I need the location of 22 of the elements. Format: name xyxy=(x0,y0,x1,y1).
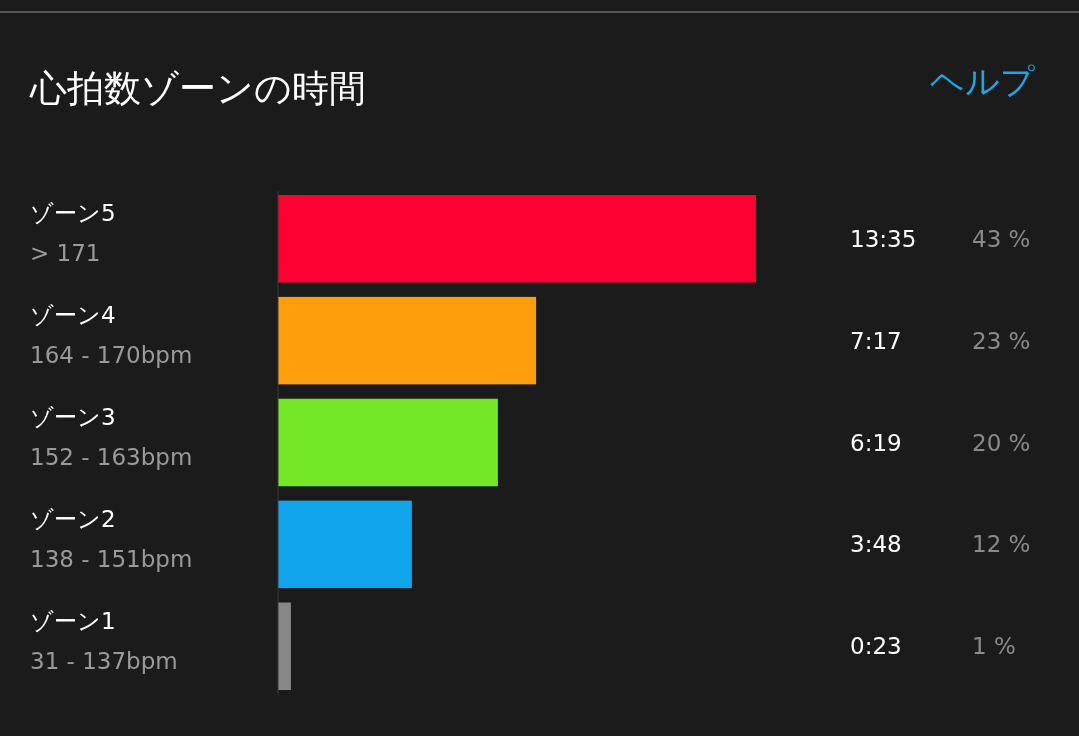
chart-title: 心拍数ゾーンの時間 xyxy=(29,67,366,110)
text: 7:17 xyxy=(850,327,902,354)
bar xyxy=(278,500,412,589)
text: 12 % xyxy=(972,531,1031,558)
y-tick-label: ゾーン4 164 - 170bpm xyxy=(30,301,193,368)
text: 1 % xyxy=(972,633,1016,660)
text: 43 % xyxy=(972,225,1031,252)
text: 13:35 xyxy=(850,225,917,252)
text: ヘルプ xyxy=(930,61,1035,101)
bar xyxy=(278,195,756,283)
text: 20 % xyxy=(972,429,1031,456)
text: 0:23 xyxy=(850,633,902,660)
bar xyxy=(278,296,537,385)
y-tick-label: ゾーン2 138 - 151bpm xyxy=(30,505,193,572)
text: 3:48 xyxy=(850,531,902,558)
text: 23 % xyxy=(972,327,1031,354)
bar xyxy=(278,602,291,690)
bar xyxy=(278,398,498,487)
y-tick-label: ゾーン1 31 - 137bpm xyxy=(30,607,178,674)
y-tick-label: ゾーン3 152 - 163bpm xyxy=(30,403,193,470)
text: 6:19 xyxy=(850,429,902,456)
y-tick-label: ゾーン5 > 171 xyxy=(30,200,116,266)
